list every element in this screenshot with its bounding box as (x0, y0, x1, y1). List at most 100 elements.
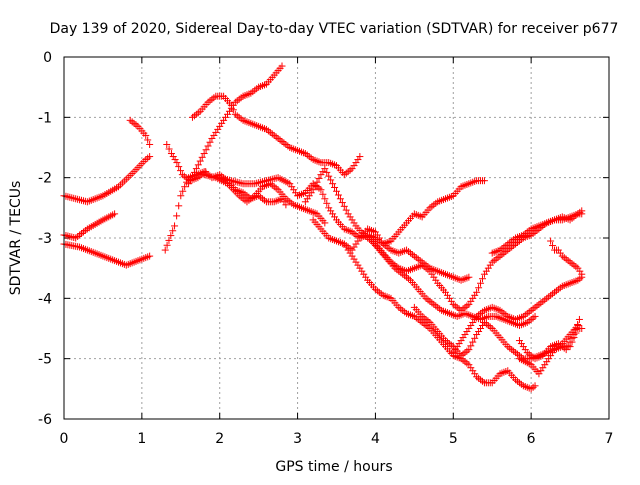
data-point (477, 376, 485, 384)
data-series (60, 210, 119, 242)
data-point (210, 131, 218, 139)
data-point (352, 159, 360, 167)
data-point (531, 382, 539, 390)
data-point (163, 241, 171, 249)
data-point (480, 270, 488, 278)
data-point (325, 172, 333, 180)
data-point (547, 237, 555, 245)
data-point (282, 201, 290, 209)
data-point (288, 183, 296, 191)
data-point (554, 285, 562, 293)
data-point (445, 294, 453, 302)
data-point (560, 254, 568, 262)
data-point (564, 257, 572, 265)
data-point (422, 321, 430, 329)
data-point (66, 232, 74, 240)
data-point (344, 210, 352, 218)
x-tick-label: 4 (371, 431, 380, 447)
data-point (146, 140, 154, 148)
data-point (243, 198, 251, 206)
data-point (266, 128, 274, 136)
data-point (465, 300, 473, 308)
data-point (568, 260, 576, 268)
data-point (496, 252, 504, 260)
x-tick-label: 5 (449, 431, 458, 447)
data-point (305, 153, 313, 161)
data-point (354, 261, 362, 269)
data-point (510, 347, 518, 355)
data-point (519, 343, 527, 351)
data-point (346, 213, 354, 221)
data-point (177, 167, 185, 175)
data-point (327, 207, 335, 215)
data-point (333, 187, 340, 195)
data-point (488, 258, 496, 266)
data-point (504, 240, 512, 248)
data-point (321, 165, 329, 173)
data-point (319, 168, 327, 176)
data-point (111, 210, 119, 218)
data-point (237, 193, 245, 201)
data-point (190, 168, 198, 176)
data-point (492, 305, 500, 313)
data-point (514, 350, 522, 358)
data-point (463, 328, 471, 336)
data-point (508, 243, 516, 251)
data-point (529, 314, 537, 322)
data-point (568, 338, 576, 346)
data-point (329, 210, 337, 218)
data-point (484, 305, 492, 313)
data-point (282, 140, 290, 148)
data-point (549, 290, 557, 298)
data-point (180, 172, 188, 180)
data-point (177, 192, 185, 200)
data-point (233, 178, 241, 186)
data-series (410, 303, 582, 363)
data-point (303, 195, 311, 203)
data-point (578, 325, 586, 332)
data-point (529, 305, 537, 313)
data-point (297, 190, 305, 198)
data-point (477, 325, 485, 332)
data-point (354, 156, 362, 164)
y-tick-label: -5 (38, 352, 52, 368)
data-point (508, 346, 516, 354)
data-point (477, 279, 485, 287)
data-point (270, 131, 278, 139)
data-point (350, 219, 358, 227)
data-point (194, 161, 202, 169)
y-tick-label: -4 (38, 291, 52, 307)
data-point (74, 232, 82, 240)
data-point (428, 299, 436, 307)
data-point (208, 134, 216, 142)
data-point (233, 97, 241, 105)
data-point (358, 267, 366, 275)
data-point (502, 242, 510, 250)
data-point (543, 358, 551, 366)
x-tick-label: 0 (60, 431, 69, 447)
data-point (224, 110, 231, 118)
data-point (469, 367, 477, 375)
data-point (321, 195, 329, 203)
y-tick-label: -6 (38, 412, 52, 428)
data-point (572, 263, 580, 271)
data-point (167, 150, 175, 158)
data-point (208, 95, 216, 103)
data-point (515, 232, 523, 240)
data-point (260, 196, 268, 204)
data-point (473, 373, 481, 381)
data-point (459, 334, 467, 342)
data-point (368, 226, 376, 234)
data-point (235, 179, 243, 187)
data-point (467, 297, 475, 305)
data-point (375, 288, 383, 296)
data-point (558, 252, 566, 260)
data-point (471, 370, 479, 378)
data-point (465, 325, 473, 332)
data-point (405, 275, 413, 283)
data-point (430, 201, 438, 209)
data-series (185, 62, 286, 188)
data-point (426, 297, 434, 305)
data-point (473, 331, 481, 339)
data-point (284, 196, 292, 204)
